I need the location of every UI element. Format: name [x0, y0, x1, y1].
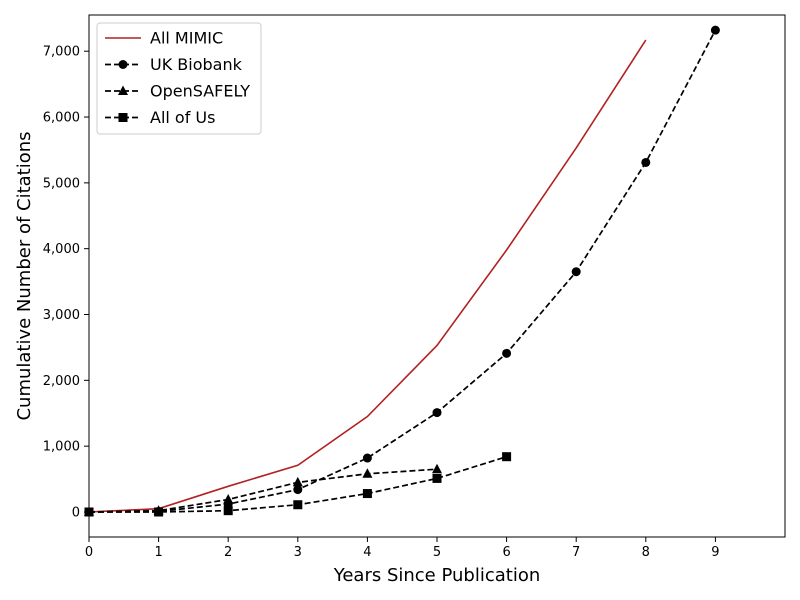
series-all-mimic [88, 39, 647, 513]
y-tick-label: 6,000 [43, 111, 80, 126]
y-axis-ticks: 0 1,000 2,000 3,000 4,000 5,000 6,000 7,000 [43, 45, 89, 520]
data-point-opensafely [223, 493, 234, 504]
legend-label-uk-biobank: UK Biobank [150, 55, 243, 74]
legend-label-all-mimic: All MIMIC [150, 29, 223, 48]
data-point-all-of-us [362, 489, 372, 499]
x-tick-label: 1 [154, 545, 162, 560]
data-point-uk-biobank [641, 157, 651, 167]
y-tick-label: 7,000 [43, 45, 80, 60]
y-tick-label: 1,000 [43, 440, 80, 455]
data-point-opensafely [432, 463, 442, 474]
data-point-all-of-us [293, 500, 303, 510]
x-tick-label: 5 [433, 545, 441, 560]
series-line-uk-biobank [88, 29, 717, 513]
y-axis-title: Cumulative Number of Citations [14, 131, 35, 420]
y-tick-label: 5,000 [43, 176, 80, 191]
data-point-uk-biobank [362, 453, 372, 463]
data-point-opensafely [362, 468, 373, 478]
y-tick-label: 4,000 [43, 242, 80, 257]
legend-label-opensafely: OpenSAFELY [150, 82, 250, 101]
data-point-opensafely [292, 476, 303, 487]
legend-marker-opensafely [118, 85, 128, 95]
x-tick-label: 2 [224, 545, 232, 560]
data-point-uk-biobank [502, 348, 512, 358]
legend-entry-all-mimic: All MIMIC [105, 29, 223, 48]
legend-frame [96, 22, 262, 135]
data-point-uk-biobank [710, 25, 720, 35]
x-tick-label: 0 [85, 545, 93, 560]
x-tick-label: 8 [642, 545, 650, 560]
data-point-all-of-us [502, 452, 512, 462]
data-point-all-of-us [432, 473, 442, 483]
y-tick-label: 3,000 [43, 308, 80, 323]
x-tick-label: 6 [502, 545, 510, 560]
series-line-opensafely [88, 468, 438, 513]
x-tick-label: 7 [572, 545, 580, 560]
x-tick-label: 3 [294, 545, 302, 560]
series-line-all-mimic [88, 39, 647, 513]
legend-marker-uk-biobank [118, 60, 128, 69]
x-axis-ticks: 0 1 2 3 4 5 6 7 8 9 [85, 537, 720, 560]
legend: All MIMIC UK Biobank OpenSAFELY All of Us [96, 22, 262, 135]
plot-frame [88, 14, 786, 538]
legend-entry-opensafely: OpenSAFELY [105, 82, 250, 101]
data-point-all-of-us [223, 506, 233, 516]
legend-marker-all-of-us [118, 113, 128, 122]
legend-entry-all-of-us: All of Us [105, 108, 215, 127]
x-tick-label: 4 [363, 545, 371, 560]
data-point-all-of-us [154, 507, 164, 517]
x-axis-title: Years Since Publication [333, 565, 541, 586]
legend-entry-uk-biobank: UK Biobank [105, 55, 243, 74]
y-tick-label: 2,000 [43, 374, 80, 389]
data-point-uk-biobank [293, 485, 303, 495]
data-point-uk-biobank [432, 408, 442, 418]
data-point-uk-biobank [571, 267, 581, 277]
legend-label-all-of-us: All of Us [150, 108, 215, 127]
x-tick-label: 9 [711, 545, 719, 560]
y-tick-label: 0 [72, 505, 80, 520]
